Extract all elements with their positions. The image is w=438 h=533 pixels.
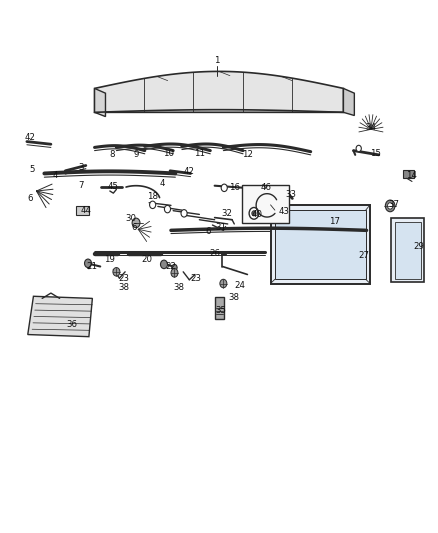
Text: 6: 6	[28, 195, 33, 204]
Text: 6: 6	[205, 228, 211, 237]
Text: 20: 20	[141, 255, 152, 263]
Text: 32: 32	[221, 209, 232, 218]
Text: 3: 3	[79, 163, 84, 172]
Text: 40: 40	[252, 210, 263, 219]
Circle shape	[181, 209, 187, 217]
Text: 45: 45	[108, 182, 119, 191]
Text: 33: 33	[286, 190, 297, 199]
Circle shape	[252, 211, 256, 216]
Text: 23: 23	[191, 273, 202, 282]
Text: 11: 11	[194, 149, 205, 158]
Text: 4: 4	[53, 171, 58, 180]
Text: 24: 24	[234, 281, 245, 290]
Polygon shape	[95, 88, 106, 117]
Text: 34: 34	[365, 123, 376, 132]
Text: 38: 38	[173, 283, 184, 292]
Circle shape	[160, 260, 167, 269]
Text: 31: 31	[215, 223, 227, 232]
Circle shape	[249, 207, 259, 219]
Text: 43: 43	[278, 207, 289, 216]
Text: 18: 18	[147, 192, 158, 201]
Text: 1: 1	[214, 56, 219, 64]
Text: 38: 38	[118, 283, 129, 292]
Text: 16: 16	[229, 183, 240, 192]
Text: 26: 26	[209, 249, 220, 259]
Text: 27: 27	[358, 252, 370, 260]
Circle shape	[220, 279, 227, 288]
Text: 22: 22	[166, 262, 177, 271]
Bar	[215, 297, 224, 319]
Polygon shape	[95, 71, 343, 112]
Circle shape	[388, 203, 393, 209]
Text: 9: 9	[133, 150, 139, 159]
Text: 42: 42	[25, 133, 36, 142]
Polygon shape	[343, 88, 354, 116]
Text: 7: 7	[79, 181, 84, 190]
Circle shape	[113, 268, 120, 276]
Circle shape	[172, 264, 177, 271]
Text: 19: 19	[103, 255, 114, 263]
Text: 23: 23	[118, 273, 129, 282]
Circle shape	[150, 201, 155, 208]
Bar	[403, 170, 414, 178]
Bar	[392, 217, 424, 282]
Text: 35: 35	[215, 305, 227, 314]
Text: 12: 12	[242, 150, 253, 159]
Text: 36: 36	[66, 320, 77, 329]
Circle shape	[164, 205, 170, 213]
Text: 44: 44	[80, 206, 92, 215]
Text: 15: 15	[370, 149, 381, 158]
Text: 38: 38	[229, 293, 240, 302]
Text: 17: 17	[329, 217, 340, 227]
Bar	[242, 184, 289, 223]
Text: 21: 21	[86, 262, 97, 271]
Circle shape	[356, 146, 361, 152]
Circle shape	[171, 269, 178, 277]
Text: 4: 4	[159, 179, 165, 188]
Text: 5: 5	[29, 165, 35, 174]
Text: 37: 37	[388, 200, 399, 209]
Circle shape	[221, 184, 227, 191]
Bar	[76, 206, 89, 215]
Bar	[271, 205, 370, 284]
Text: 10: 10	[163, 149, 174, 158]
Polygon shape	[28, 296, 92, 337]
Circle shape	[385, 200, 395, 212]
Text: 6: 6	[131, 223, 137, 232]
Text: 42: 42	[184, 167, 195, 176]
Bar	[395, 222, 421, 279]
Text: 30: 30	[125, 214, 136, 223]
Circle shape	[132, 218, 140, 228]
Text: 46: 46	[261, 183, 272, 192]
Bar	[275, 210, 366, 279]
Text: 14: 14	[406, 171, 417, 180]
Text: 8: 8	[109, 150, 115, 159]
Circle shape	[85, 259, 92, 268]
Text: 29: 29	[413, 242, 424, 251]
